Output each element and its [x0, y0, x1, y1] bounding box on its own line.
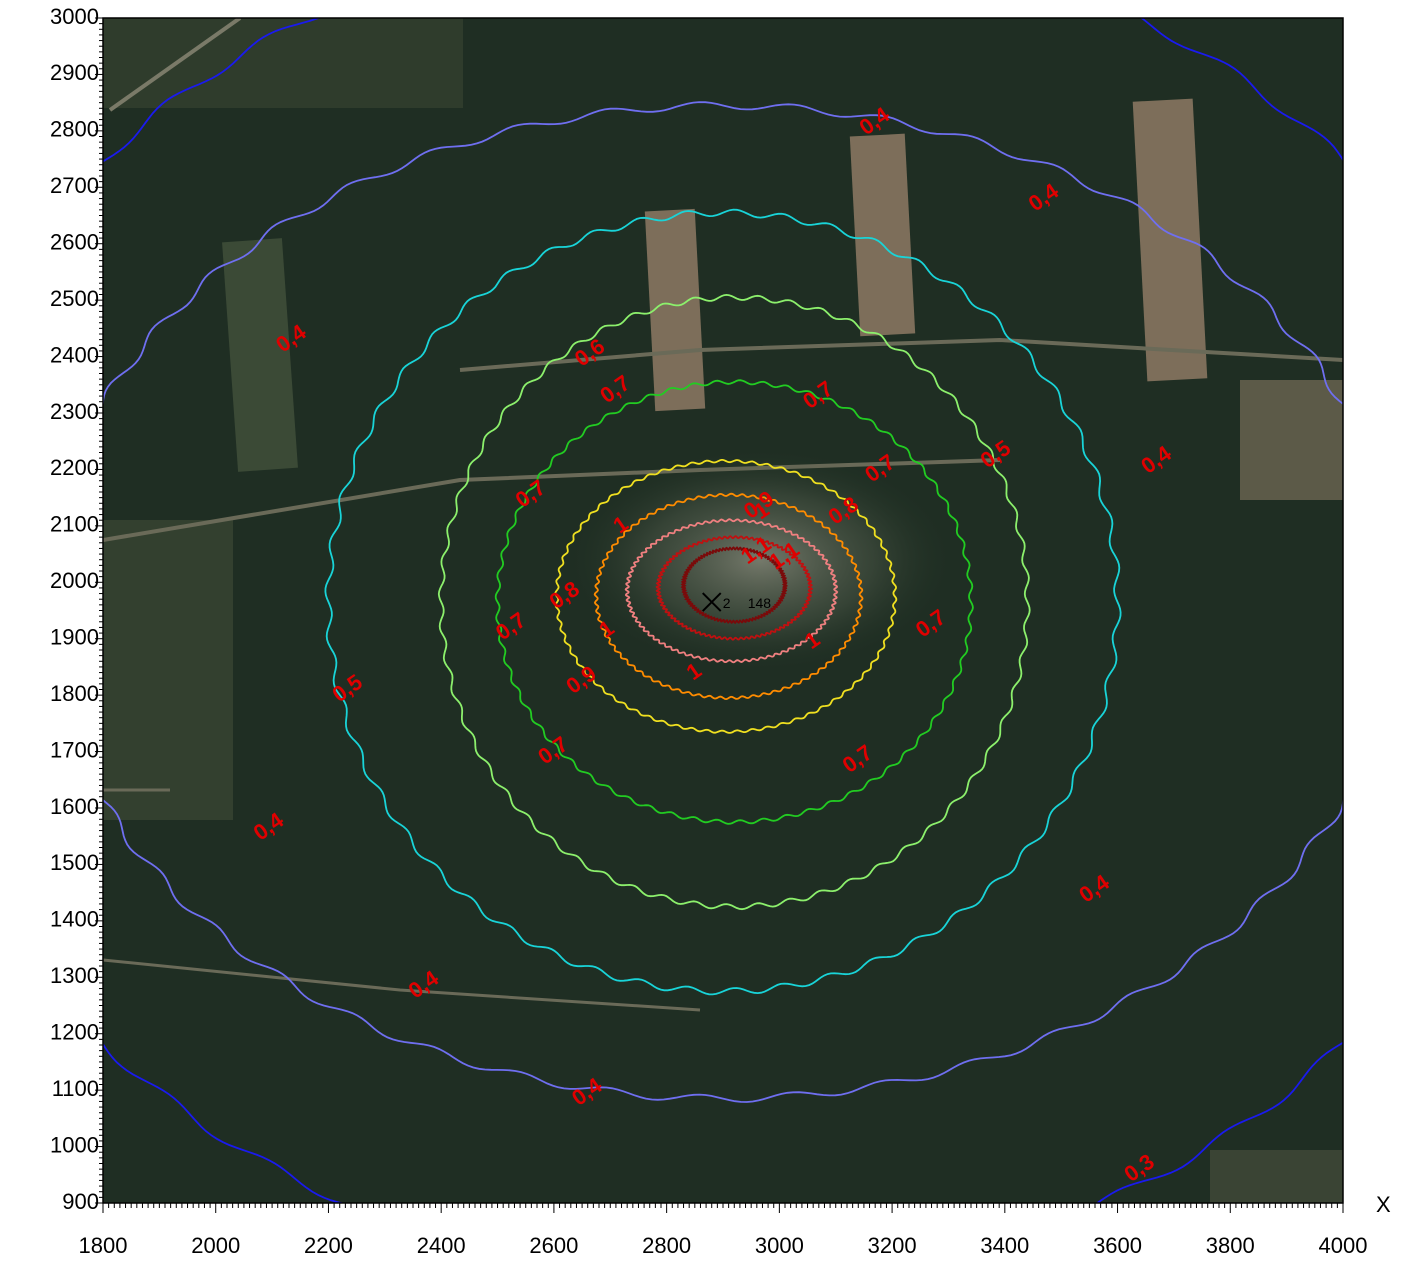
source-cross-icon	[702, 592, 722, 612]
y-tick-label: 2900	[50, 60, 99, 85]
y-tick-label: 1500	[50, 850, 99, 875]
clearing-strip	[644, 208, 706, 412]
industrial-site	[570, 450, 950, 670]
y-tick-label: 1000	[50, 1132, 99, 1157]
y-tick-label: 2200	[50, 455, 99, 480]
y-tick-label: 1800	[50, 681, 99, 706]
source-value-label: 148	[748, 595, 772, 611]
y-tick-label: 2500	[50, 286, 99, 311]
y-tick-label: 2000	[50, 568, 99, 593]
y-tick-label: 2100	[50, 512, 99, 537]
y-tick-label: 1400	[50, 907, 99, 932]
x-tick-label: 2800	[642, 1233, 691, 1258]
y-tick-label: 900	[62, 1189, 99, 1214]
road	[108, 18, 242, 112]
x-tick-label: 2200	[304, 1233, 353, 1258]
emission-source: 2 148	[702, 592, 772, 612]
y-tick-label: 1200	[50, 1020, 99, 1045]
x-tick-label: 2400	[417, 1233, 466, 1258]
y-tick-label: 2800	[50, 117, 99, 142]
y-tick-label: 1900	[50, 625, 99, 650]
isoline-1-1	[680, 546, 789, 625]
x-tick-label: 4000	[1319, 1233, 1368, 1258]
source-id-label: 2	[723, 595, 731, 611]
isoline-0-6	[437, 293, 1031, 911]
x-tick-label: 3800	[1206, 1233, 1255, 1258]
road	[459, 337, 1343, 372]
y-tick-label: 2400	[50, 342, 99, 367]
isoline-0-9	[593, 492, 864, 701]
clearing-strip	[1132, 98, 1208, 382]
isoline-0-4	[103, 101, 1343, 1103]
y-tick-label: 2300	[50, 399, 99, 424]
y-tick-label: 2600	[50, 230, 99, 255]
terrain-patch	[1210, 1150, 1343, 1203]
clearing-strip	[222, 238, 298, 472]
x-tick-label: 2000	[191, 1233, 240, 1258]
terrain-patch	[1240, 380, 1343, 500]
isoline-0-5	[324, 208, 1122, 996]
x-tick-label: 3000	[755, 1233, 804, 1258]
y-tick-label: 2700	[50, 173, 99, 198]
y-tick-label: 1300	[50, 963, 99, 988]
isoline-1	[655, 535, 814, 641]
y-tick-label: 1700	[50, 737, 99, 762]
y-tick-label: 1100	[52, 1076, 99, 1101]
isoline-1	[624, 518, 839, 664]
y-axis: 900 1000 1100 1200 1300 1400 1500 1600 1700 1800 1…	[50, 4, 103, 1214]
isoline-0-8	[554, 459, 898, 734]
x-tick-label: 2600	[529, 1233, 578, 1258]
clearing-strip	[849, 133, 916, 337]
x-tick-label: 3400	[980, 1233, 1029, 1258]
road	[103, 958, 701, 1012]
y-tick-label: 3000	[50, 4, 99, 29]
terrain-patch	[103, 520, 233, 820]
y-tick-label: 1600	[50, 794, 99, 819]
x-tick-label: 1800	[79, 1233, 128, 1258]
x-axis: 1800 2000 2200 2400 2600 2800 3000 3200 3400 3600…	[79, 1203, 1368, 1258]
x-tick-label: 3600	[1093, 1233, 1142, 1258]
isoline-0-7	[494, 379, 974, 825]
terrain-patch	[103, 18, 463, 108]
x-axis-title: X	[1376, 1192, 1391, 1217]
x-tick-label: 3200	[868, 1233, 917, 1258]
